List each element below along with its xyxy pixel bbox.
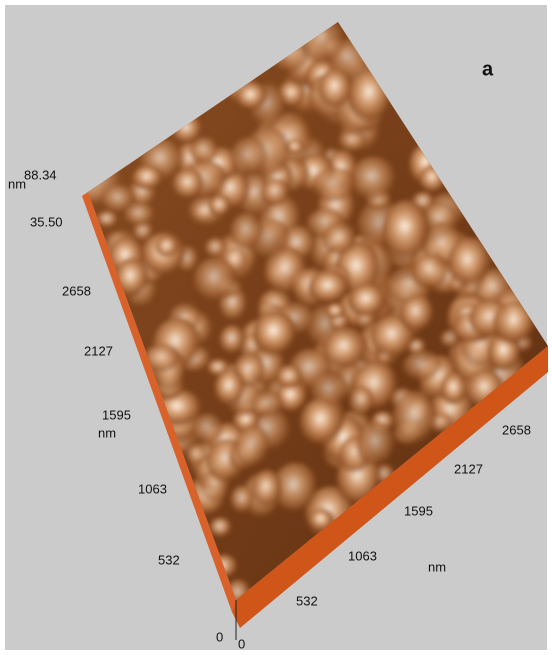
grain	[381, 200, 432, 266]
grain	[356, 420, 398, 471]
grain	[392, 390, 439, 449]
grain	[225, 579, 252, 600]
grain	[235, 82, 269, 113]
y-unit: nm	[98, 425, 116, 440]
z-unit: nm	[8, 176, 26, 191]
y-tick-label: 2127	[84, 343, 113, 358]
grain	[204, 237, 228, 260]
x-tick-label: 2127	[454, 461, 483, 476]
grain	[322, 222, 359, 258]
grain	[172, 168, 206, 203]
grain	[348, 283, 388, 321]
grain	[252, 469, 284, 510]
grain	[399, 294, 436, 336]
grain	[349, 156, 399, 205]
grain	[318, 67, 355, 112]
grain	[219, 325, 247, 357]
x-tick-label: 532	[296, 593, 318, 608]
grain	[308, 270, 351, 307]
x-tick-label: 1595	[404, 503, 433, 518]
y-tick-label: 0	[216, 629, 223, 644]
x-tick-label: 0	[238, 636, 245, 651]
y-tick-label: 2658	[62, 283, 91, 298]
grain	[275, 364, 304, 391]
grain	[143, 343, 183, 376]
grain	[193, 257, 240, 306]
grain	[411, 253, 451, 292]
grain	[96, 210, 120, 230]
z-tick-label: 88.34	[24, 167, 57, 182]
grain	[447, 237, 492, 291]
grain	[252, 311, 299, 360]
grain	[208, 194, 232, 219]
grain	[402, 350, 444, 384]
grain	[250, 391, 286, 420]
y-tick-label: 532	[158, 552, 180, 567]
grain	[229, 137, 269, 181]
grain	[189, 136, 220, 167]
grain	[214, 368, 247, 409]
grain	[123, 201, 157, 229]
x-tick-label: 1063	[348, 548, 377, 563]
panel-label: a	[482, 58, 494, 80]
grain	[322, 327, 370, 373]
grain	[311, 167, 359, 206]
grain	[155, 235, 180, 260]
grain	[271, 462, 320, 518]
grain	[185, 443, 208, 467]
y-tick-label: 1595	[102, 407, 131, 422]
grain	[132, 165, 165, 193]
left-side	[82, 192, 236, 612]
grain	[230, 485, 255, 517]
x-tick-label: 2658	[502, 422, 531, 437]
grain	[300, 397, 346, 450]
grain	[234, 424, 272, 472]
grain	[209, 517, 233, 540]
front-side	[232, 346, 548, 628]
z-tick-label: 35.50	[30, 214, 63, 229]
grain	[348, 386, 375, 419]
x-unit: nm	[428, 559, 446, 574]
y-tick-label: 1063	[138, 481, 167, 496]
grain	[229, 212, 265, 253]
grain	[191, 413, 225, 448]
grain	[260, 178, 292, 209]
grain	[440, 372, 469, 408]
grain	[325, 302, 347, 321]
